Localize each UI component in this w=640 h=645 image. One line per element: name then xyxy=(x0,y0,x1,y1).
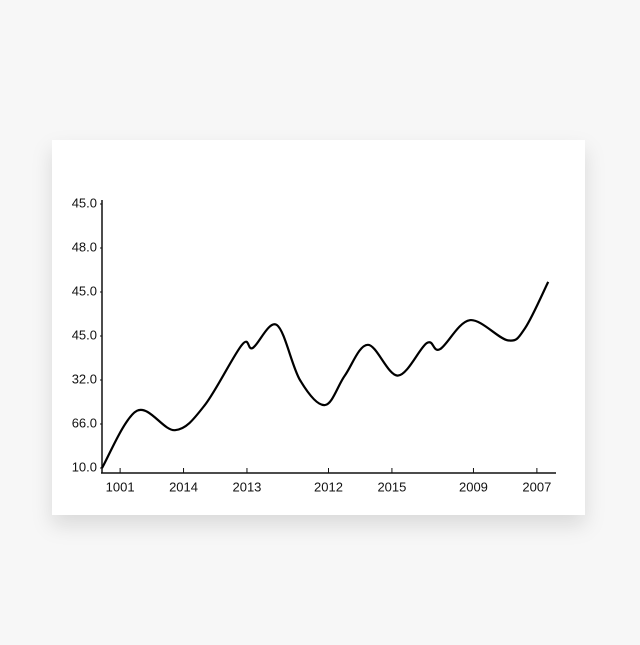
x-tick-label: 1001 xyxy=(106,479,135,494)
y-tick-label: 10.0 xyxy=(72,459,97,474)
y-tick-label: 45.0 xyxy=(72,327,97,342)
x-tick-label: 2012 xyxy=(314,479,343,494)
card xyxy=(52,140,585,515)
y-tick-label: 45.0 xyxy=(72,283,97,298)
x-tick-label: 2015 xyxy=(377,479,406,494)
y-tick-label: 32.0 xyxy=(72,371,97,386)
y-tick-label: 48.0 xyxy=(72,239,97,254)
y-tick-label: 66.0 xyxy=(72,415,97,430)
x-tick-label: 2007 xyxy=(522,479,551,494)
line xyxy=(101,281,550,469)
x-tick-label: 2013 xyxy=(232,479,261,494)
y-tick-label: 45.0 xyxy=(72,195,97,210)
x-tick-label: 2009 xyxy=(459,479,488,494)
x-tick-label: 2014 xyxy=(169,479,198,494)
